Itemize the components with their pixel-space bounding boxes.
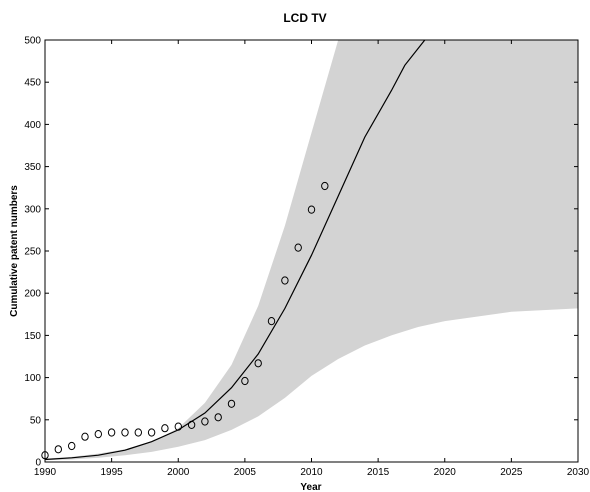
observed-point xyxy=(307,205,316,214)
observed-point xyxy=(54,445,62,454)
x-tick-label: 2030 xyxy=(567,467,590,478)
observed-point xyxy=(214,413,222,422)
y-tick-label: 200 xyxy=(24,289,41,300)
y-tick-label: 350 xyxy=(24,162,41,173)
y-axis-label: Cumulative patent numbers xyxy=(9,185,20,317)
y-tick-label: 300 xyxy=(24,204,41,215)
y-tick-label: 100 xyxy=(24,373,41,384)
observed-point xyxy=(281,276,289,285)
observed-point xyxy=(227,399,236,408)
observed-point xyxy=(147,428,156,437)
observed-point xyxy=(121,428,129,437)
observed-point xyxy=(267,317,276,326)
x-tick-label: 2025 xyxy=(500,467,523,478)
y-axis-ticks: 0 50 100 150 200 250 300 350 400 450 500 xyxy=(24,36,578,469)
confidence-band-layer xyxy=(45,40,578,461)
y-tick-label: 250 xyxy=(24,247,41,258)
observed-point xyxy=(81,432,89,441)
confidence-band xyxy=(45,40,578,461)
x-tick-label: 1995 xyxy=(101,467,124,478)
y-tick-label: 400 xyxy=(24,120,41,131)
y-tick-label: 0 xyxy=(35,458,41,469)
fit-line-layer xyxy=(44,39,426,461)
x-tick-label: 2015 xyxy=(367,467,390,478)
observed-points-layer xyxy=(41,181,329,460)
observed-point xyxy=(254,359,262,368)
x-tick-label: 1990 xyxy=(34,467,57,478)
x-tick-label: 2020 xyxy=(434,467,457,478)
x-tick-label: 2005 xyxy=(234,467,257,478)
y-tick-label: 50 xyxy=(30,415,42,426)
observed-point xyxy=(174,422,183,431)
fit-line xyxy=(44,39,426,461)
observed-point xyxy=(68,441,76,451)
observed-point xyxy=(107,428,116,437)
observed-point xyxy=(94,430,103,439)
chart-title: LCD TV xyxy=(283,11,326,25)
observed-point xyxy=(187,420,196,429)
observed-point xyxy=(161,424,169,433)
x-tick-label: 2000 xyxy=(167,467,190,478)
x-axis-label: Year xyxy=(300,482,321,492)
observed-point xyxy=(134,428,143,437)
x-axis-ticks: 1990 1995 2000 2005 2010 2015 2020 2025 2030 xyxy=(34,40,590,478)
observed-point xyxy=(321,181,329,191)
y-tick-label: 450 xyxy=(24,78,41,89)
x-tick-label: 2010 xyxy=(300,467,323,478)
observed-point xyxy=(201,417,209,426)
y-tick-label: 500 xyxy=(24,36,41,47)
observed-point xyxy=(241,376,249,386)
y-tick-label: 150 xyxy=(24,331,41,342)
observed-point xyxy=(294,243,302,252)
